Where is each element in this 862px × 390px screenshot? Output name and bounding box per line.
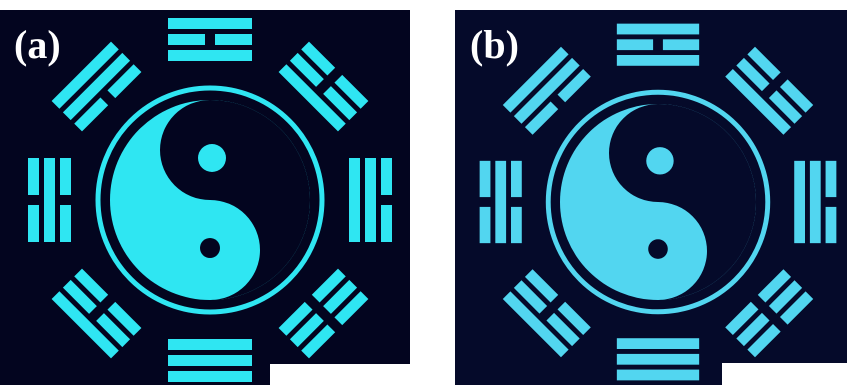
trigram-bar: [349, 158, 360, 242]
trigram-bar: [168, 371, 252, 382]
trigram-bar: [826, 207, 837, 243]
trigram-bar: [663, 39, 699, 50]
dot-dark: [648, 239, 668, 259]
dot-dark: [200, 238, 220, 258]
trigram-bar: [617, 370, 699, 381]
trigram-bar: [28, 205, 39, 242]
trigram-bar: [168, 18, 252, 29]
trigram-bar: [60, 158, 71, 195]
panel-label: (a): [14, 22, 61, 67]
trigram-bar: [480, 207, 491, 243]
scale-bar-a: [270, 364, 410, 385]
trigram-bar: [381, 158, 392, 195]
page: (a) (b) (() => { const data = JSON.parse…: [0, 0, 862, 385]
trigram: [617, 338, 699, 380]
trigram-bar: [617, 354, 699, 365]
scale-bar-b: [722, 363, 847, 385]
trigram-bar: [617, 55, 699, 66]
trigram-bar: [60, 205, 71, 242]
trigram-bar: [511, 161, 522, 197]
trigram-bar: [44, 158, 55, 242]
trigram-bar: [168, 339, 252, 350]
trigram-bar: [810, 161, 821, 243]
trigram-bar: [381, 205, 392, 242]
trigram-bar: [617, 338, 699, 349]
dot-light: [646, 147, 673, 174]
trigram-bar: [480, 161, 491, 197]
trigram-bar: [215, 34, 252, 45]
trigram-bar: [28, 158, 39, 195]
trigram-bar: [365, 158, 376, 242]
trigram-bar: [168, 34, 205, 45]
trigram-bar: [794, 161, 805, 243]
trigram-bar: [168, 50, 252, 61]
dot-light: [198, 144, 226, 172]
trigram-bar: [511, 207, 522, 243]
trigram: [168, 339, 252, 382]
trigram-bar: [495, 161, 506, 243]
trigram-bar: [617, 24, 699, 35]
figure: (a) (b): [0, 0, 862, 385]
panel-label: (b): [470, 22, 519, 67]
trigram-bar: [168, 355, 252, 366]
trigram-bar: [826, 161, 837, 197]
trigram-bar: [617, 39, 653, 50]
